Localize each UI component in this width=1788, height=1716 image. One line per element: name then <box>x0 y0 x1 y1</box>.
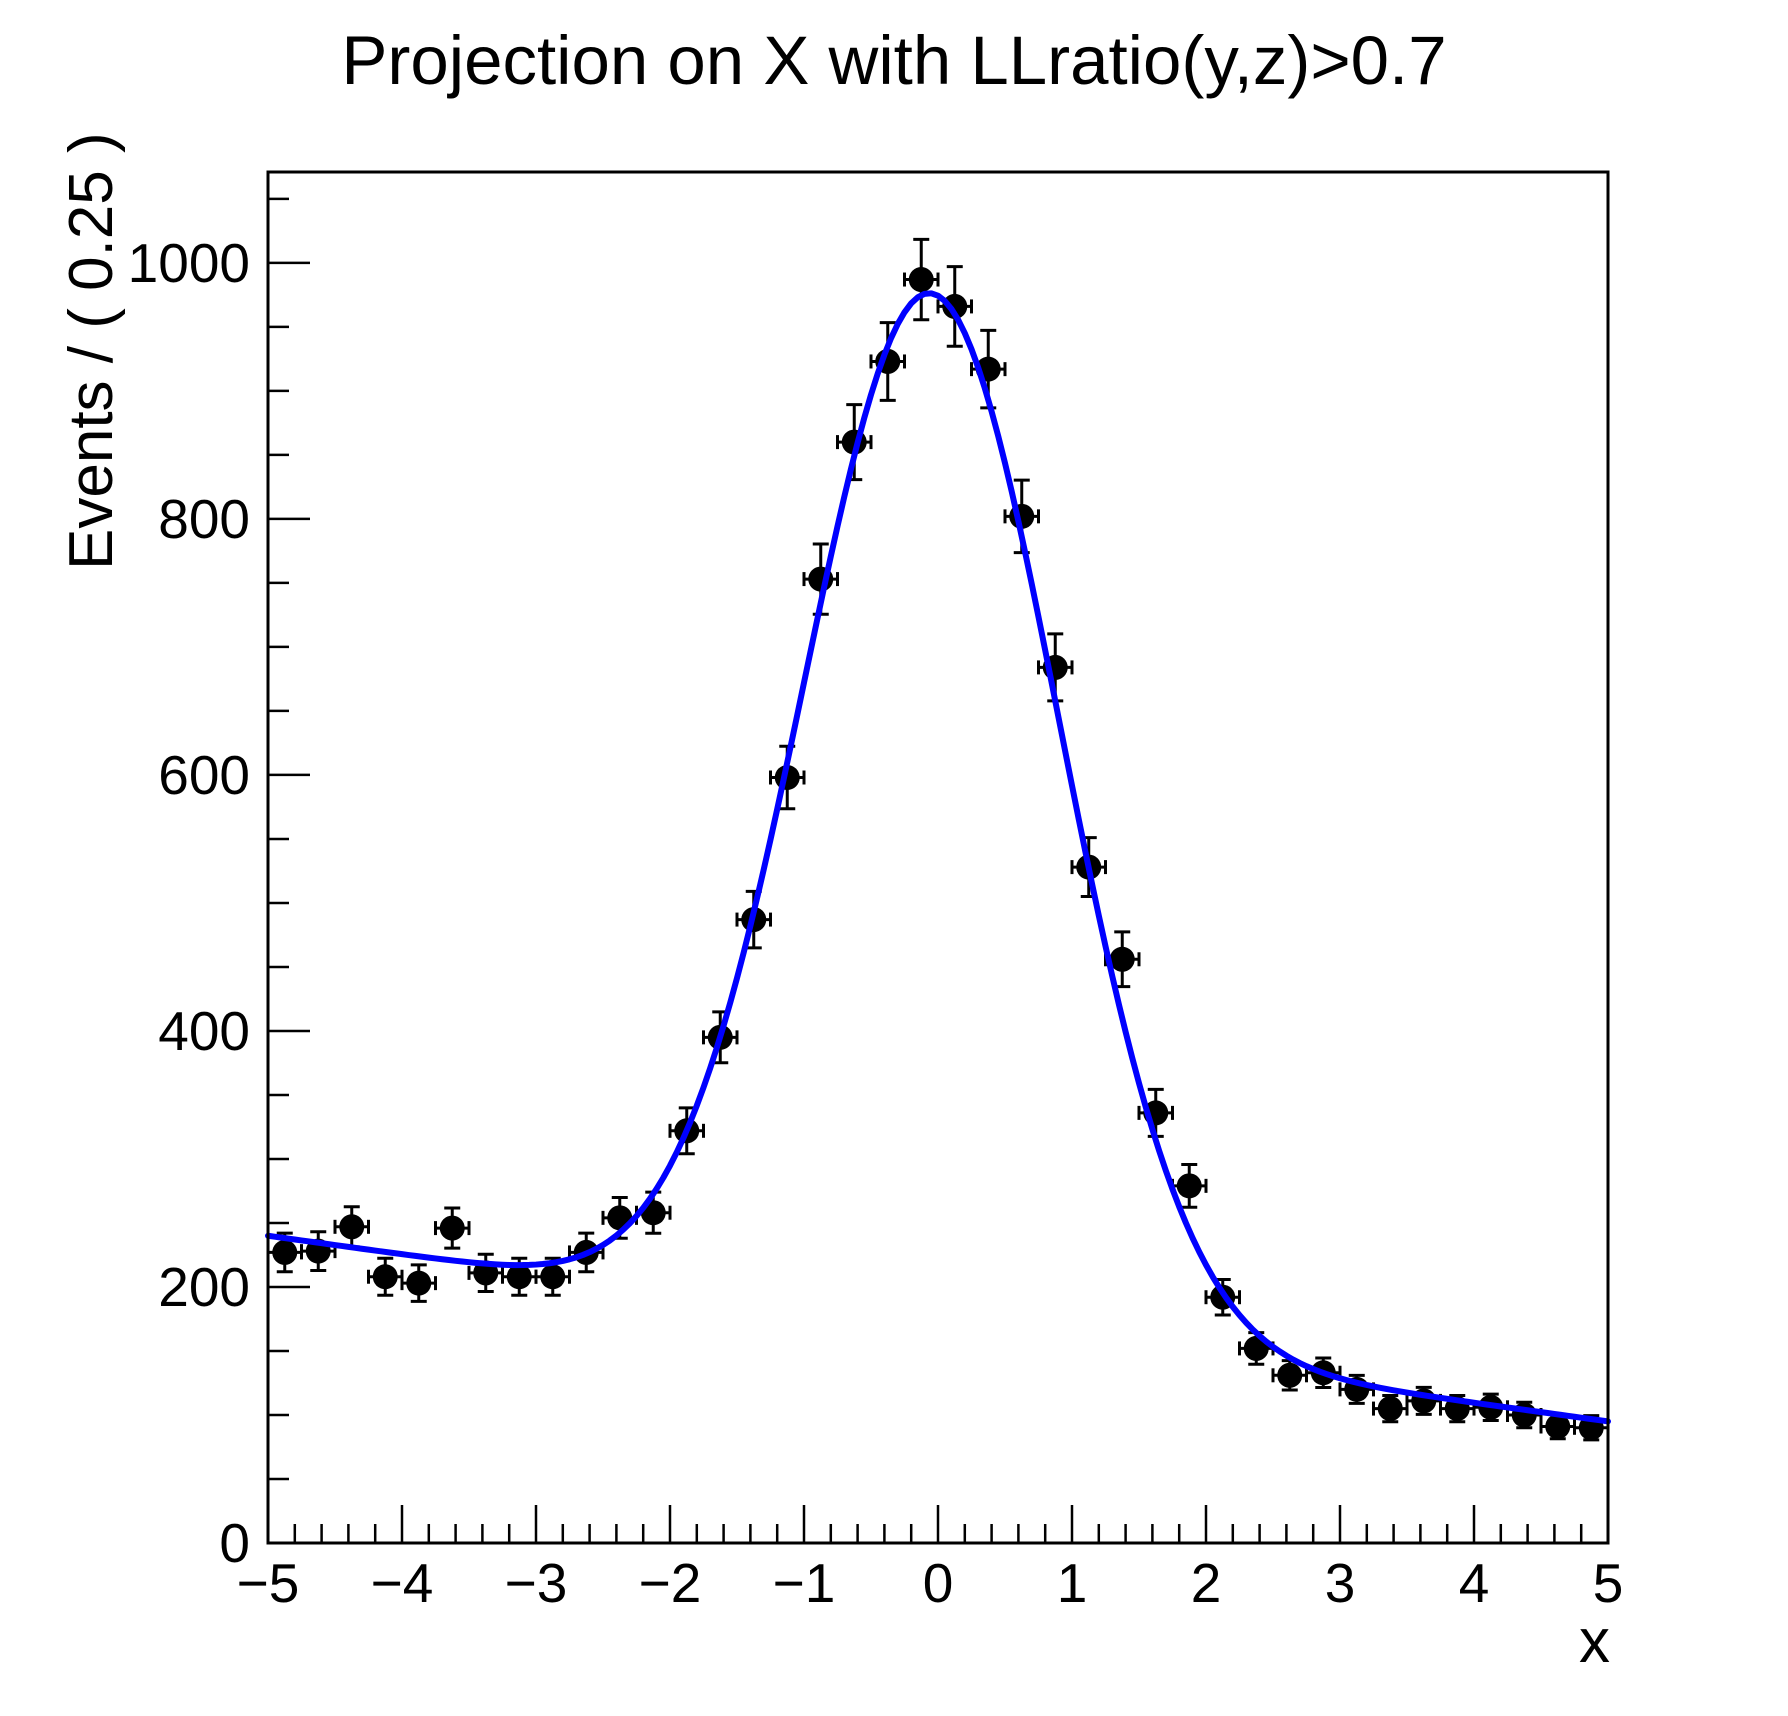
data-point <box>903 237 940 322</box>
x-tick-label: 1 <box>1057 1552 1088 1614</box>
y-tick-label: 400 <box>158 1000 250 1062</box>
data-marker <box>1377 1396 1403 1422</box>
data-point <box>1539 1412 1576 1441</box>
data-marker <box>272 1239 298 1265</box>
data-marker <box>1109 946 1135 972</box>
data-point <box>936 265 973 348</box>
axis-ticks: −5 −4 −3 −2 −1 0 1 2 3 4 5 0 200 400 600 800 1000 <box>128 197 1624 1614</box>
data-point <box>434 1206 471 1250</box>
data-marker <box>908 267 934 293</box>
x-tick-label: −2 <box>639 1552 702 1614</box>
data-point <box>400 1263 437 1303</box>
x-tick-label: −1 <box>773 1552 836 1614</box>
x-axis-title: x <box>1579 1607 1610 1676</box>
x-tick-label: 0 <box>923 1552 954 1614</box>
x-tick-label: −3 <box>505 1552 568 1614</box>
frame <box>266 170 1610 1545</box>
data-point <box>300 1230 337 1272</box>
y-tick-label: 200 <box>158 1256 250 1318</box>
data-marker <box>1176 1173 1202 1199</box>
data-marker <box>439 1215 465 1241</box>
data-point <box>534 1256 571 1297</box>
y-axis-title: Events / ( 0.25 ) <box>57 132 126 570</box>
data-marker <box>1545 1414 1571 1440</box>
x-tick-label: 5 <box>1593 1552 1624 1614</box>
data-marker <box>540 1264 566 1290</box>
data-marker <box>339 1214 365 1240</box>
x-tick-label: 4 <box>1459 1552 1490 1614</box>
x-tick-label: 3 <box>1325 1552 1356 1614</box>
chart-title: Projection on X with LLratio(y,z)>0.7 <box>341 22 1447 99</box>
fit-curve <box>265 290 1611 1425</box>
data-marker <box>506 1264 532 1290</box>
data-point <box>1372 1393 1409 1424</box>
x-tick-label: 2 <box>1191 1552 1222 1614</box>
y-tick-label: 800 <box>158 488 250 550</box>
data-point <box>333 1205 370 1249</box>
y-tick-label: 600 <box>158 744 250 806</box>
data-marker <box>406 1270 432 1296</box>
y-tick-label: 0 <box>219 1512 250 1574</box>
y-tick-label: 1000 <box>128 232 250 294</box>
data-marker <box>1277 1362 1303 1388</box>
data-point <box>367 1256 404 1297</box>
x-tick-label: −5 <box>237 1552 300 1614</box>
fit-curve-layer <box>265 290 1611 1425</box>
plot-frame <box>266 170 1610 1545</box>
data-point <box>1238 1331 1275 1366</box>
data-marker <box>942 293 968 319</box>
x-tick-label: −4 <box>371 1552 434 1614</box>
data-marker <box>372 1264 398 1290</box>
